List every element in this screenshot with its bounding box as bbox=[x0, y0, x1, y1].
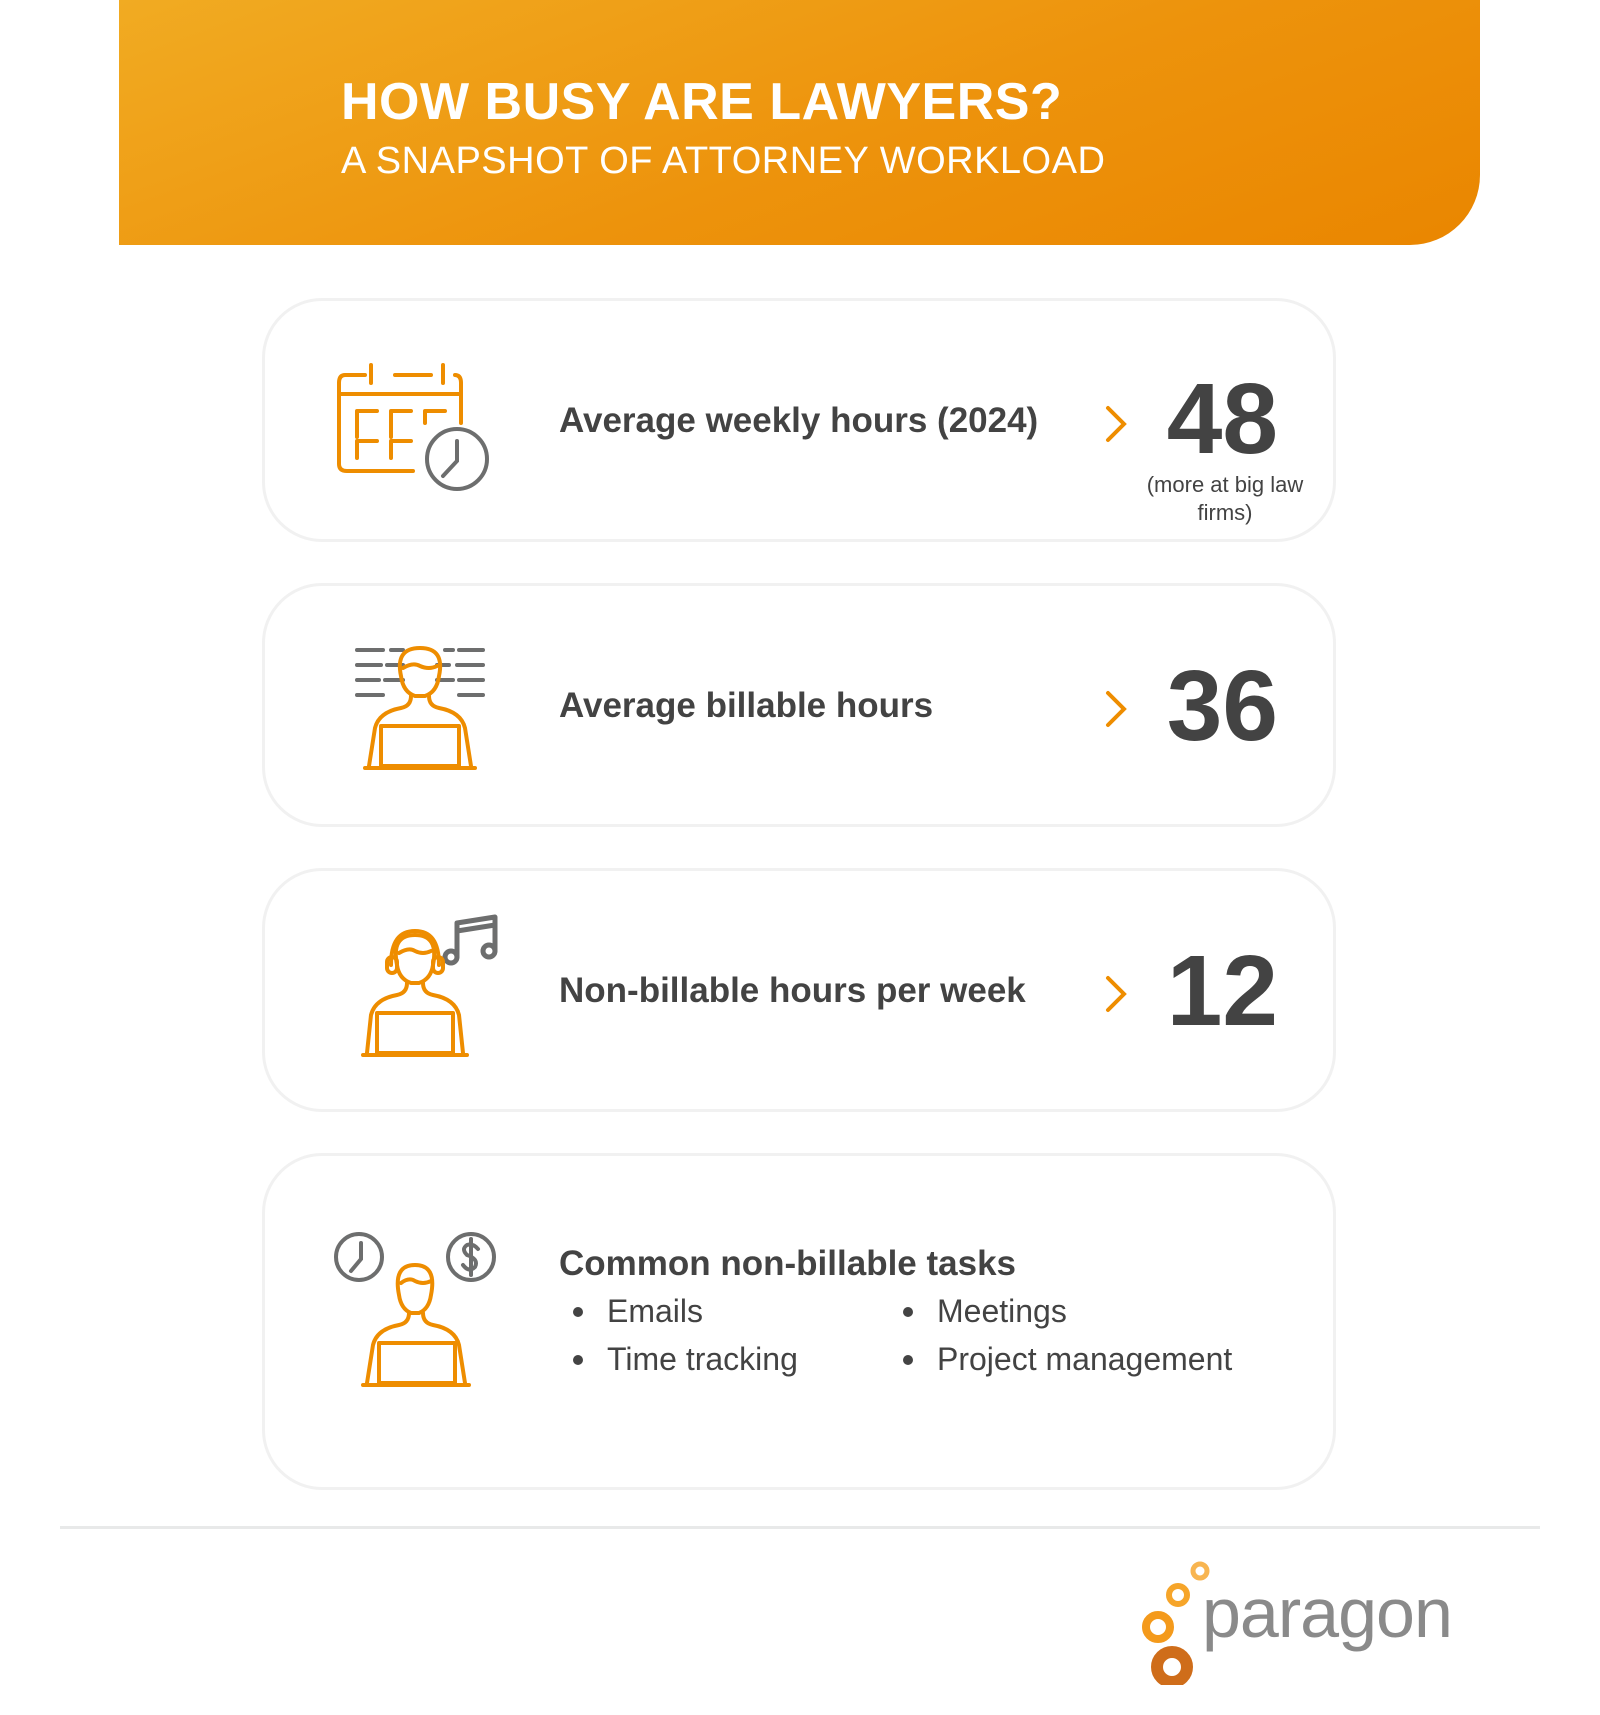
footer-divider bbox=[60, 1526, 1540, 1529]
person-clock-dollar-icon bbox=[334, 1232, 496, 1387]
page-title: HOW BUSY ARE LAWYERS? bbox=[341, 73, 1063, 131]
calendar-clock-icon bbox=[337, 363, 489, 491]
stat-label: Non-billable hours per week bbox=[559, 971, 1026, 1010]
person-laptop-text-icon bbox=[355, 646, 485, 770]
task-item: Emails bbox=[559, 1291, 889, 1331]
stat-value: 48 bbox=[1166, 363, 1278, 475]
tasks-card: Common non-billable tasks Emails Meeting… bbox=[262, 1153, 1336, 1490]
stat-note: (more at big law firms) bbox=[1146, 472, 1304, 525]
header-banner: HOW BUSY ARE LAWYERS? A SNAPSHOT OF ATTO… bbox=[119, 0, 1480, 245]
chevron-right-icon bbox=[1106, 406, 1127, 442]
tasks-title: Common non-billable tasks bbox=[559, 1244, 1016, 1283]
paragon-logo: paragon bbox=[1140, 1555, 1480, 1685]
task-item: Time tracking bbox=[559, 1339, 889, 1379]
stat-label: Average weekly hours (2024) bbox=[559, 401, 1039, 440]
stat-card-billable-hours: Average billable hours 36 bbox=[262, 583, 1336, 827]
stat-card-non-billable-hours: Non-billable hours per week 12 bbox=[262, 868, 1336, 1112]
stat-value: 12 bbox=[1166, 935, 1278, 1047]
stat-value: 36 bbox=[1166, 650, 1278, 762]
task-item: Meetings bbox=[889, 1291, 1259, 1331]
stat-label: Average billable hours bbox=[559, 686, 934, 725]
bubbles-logo-icon bbox=[1142, 1561, 1210, 1685]
chevron-right-icon bbox=[1106, 976, 1127, 1012]
chevron-right-icon bbox=[1106, 691, 1127, 727]
person-headphones-music-icon bbox=[361, 914, 498, 1057]
page-subtitle: A SNAPSHOT OF ATTORNEY WORKLOAD bbox=[341, 140, 1106, 182]
tasks-list: Emails Meetings Time tracking Project ma… bbox=[559, 1291, 1259, 1379]
stat-card-weekly-hours: Average weekly hours (2024) 48 (more at … bbox=[262, 298, 1336, 542]
task-item: Project management bbox=[889, 1339, 1259, 1379]
logo-wordmark: paragon bbox=[1202, 1574, 1453, 1652]
